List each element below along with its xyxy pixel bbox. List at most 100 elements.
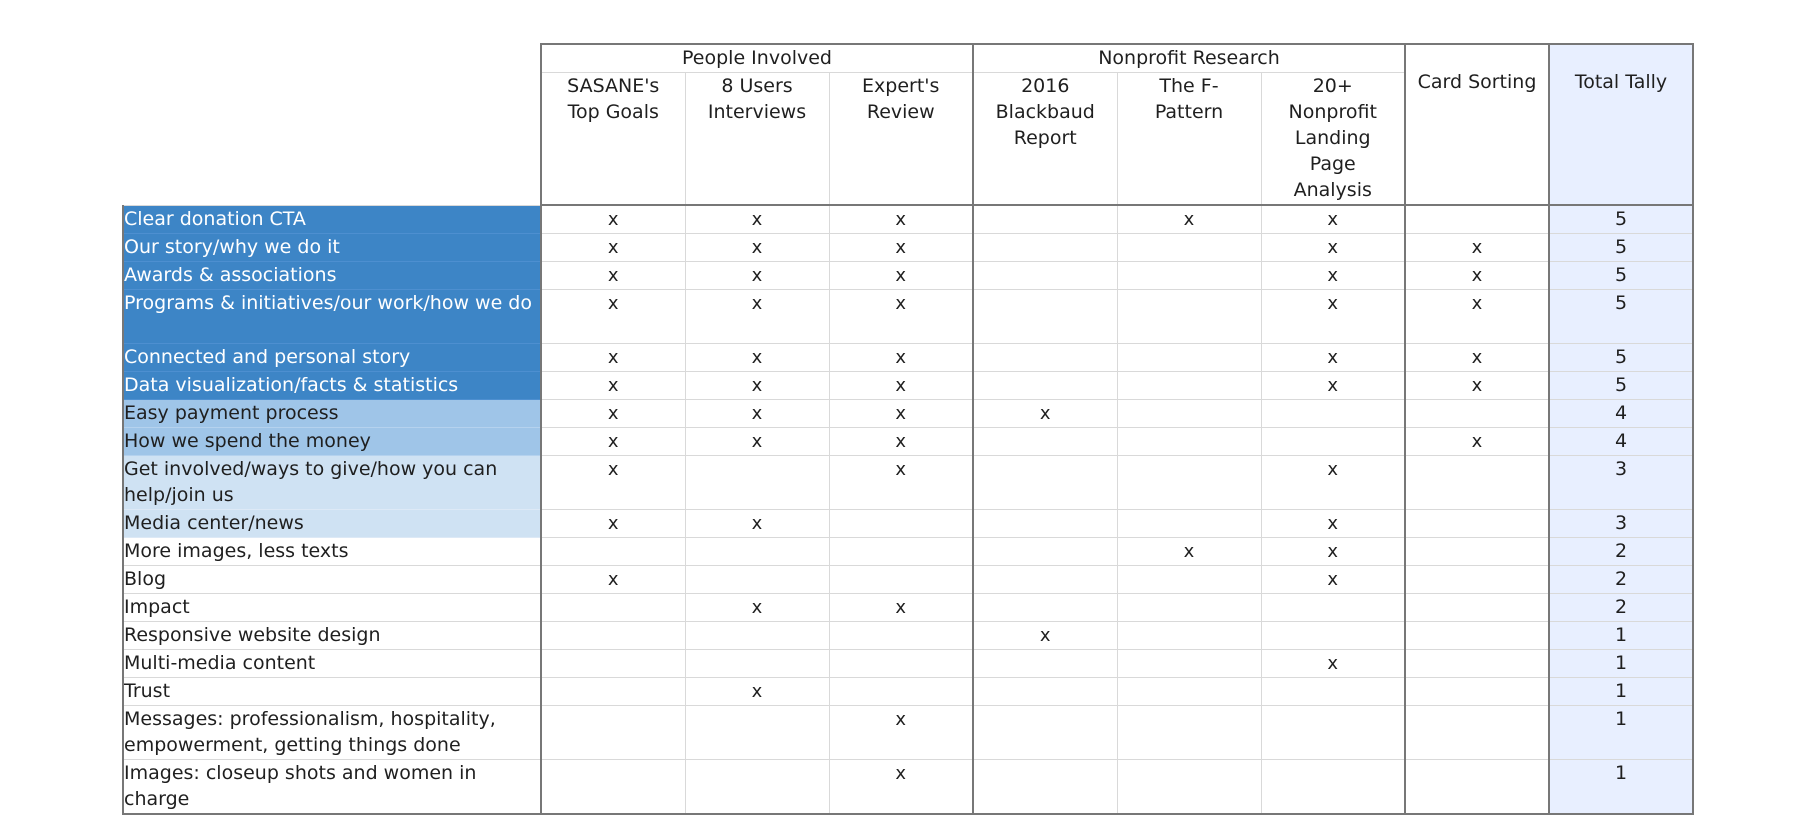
check-mark: x bbox=[751, 347, 763, 368]
mark-cell bbox=[972, 705, 1118, 760]
check-mark: x bbox=[1327, 569, 1339, 590]
column-header-card-sorting: Card Sorting bbox=[1404, 43, 1550, 206]
check-mark: x bbox=[895, 459, 907, 480]
row-label: Programs & initiatives/our work/how we d… bbox=[122, 289, 542, 344]
table-row: Multi-media content x 1 bbox=[122, 649, 1694, 678]
check-mark: x bbox=[607, 237, 619, 258]
mark-cell: x bbox=[684, 204, 830, 234]
mark-cell bbox=[684, 649, 830, 678]
row-label: Our story/why we do it bbox=[122, 233, 542, 262]
mark-cell bbox=[1260, 621, 1406, 650]
mark-cell bbox=[1260, 427, 1406, 456]
check-mark: x bbox=[1327, 237, 1339, 258]
mark-cell: x bbox=[1260, 289, 1406, 344]
table-row: Images: closeup shots and women in charg… bbox=[122, 759, 1694, 815]
mark-cell bbox=[828, 649, 974, 678]
check-mark: x bbox=[895, 209, 907, 230]
mark-cell: x bbox=[828, 759, 974, 815]
mark-cell: x bbox=[1404, 233, 1550, 262]
mark-cell: x bbox=[828, 289, 974, 344]
column-header-total-tally: Total Tally bbox=[1548, 43, 1694, 206]
check-mark: x bbox=[1471, 431, 1483, 452]
mark-cell bbox=[1116, 677, 1262, 706]
mark-cell bbox=[1116, 261, 1262, 290]
table-row: How we spend the money x x x x 4 bbox=[122, 427, 1694, 456]
check-mark: x bbox=[751, 209, 763, 230]
mark-cell bbox=[1404, 677, 1550, 706]
table-row: Data visualization/facts & statistics x x x… bbox=[122, 371, 1694, 400]
mark-cell: x bbox=[1260, 509, 1406, 538]
check-mark: x bbox=[1327, 513, 1339, 534]
mark-cell bbox=[828, 677, 974, 706]
mark-cell: x bbox=[1260, 233, 1406, 262]
row-label: Media center/news bbox=[122, 509, 542, 538]
check-mark: x bbox=[607, 265, 619, 286]
mark-cell bbox=[1260, 399, 1406, 428]
mark-cell: x bbox=[540, 343, 686, 372]
mark-cell bbox=[972, 261, 1118, 290]
column-header-experts-review: Expert's Review bbox=[828, 71, 974, 206]
check-mark: x bbox=[895, 237, 907, 258]
table-row: Blog x x 2 bbox=[122, 565, 1694, 594]
mark-cell: x bbox=[1404, 371, 1550, 400]
mark-cell bbox=[972, 509, 1118, 538]
mark-cell: x bbox=[1404, 343, 1550, 372]
mark-cell bbox=[1404, 759, 1550, 815]
mark-cell: x bbox=[1260, 343, 1406, 372]
mark-cell: x bbox=[540, 233, 686, 262]
column-header-landing-page-analysis: 20+ Nonprofit Landing Page Analysis bbox=[1260, 71, 1406, 206]
mark-cell bbox=[540, 759, 686, 815]
row-label: Responsive website design bbox=[122, 621, 542, 650]
mark-cell bbox=[540, 537, 686, 566]
check-mark: x bbox=[751, 375, 763, 396]
check-mark: x bbox=[751, 681, 763, 702]
mark-cell: x bbox=[684, 371, 830, 400]
mark-cell: x bbox=[1260, 455, 1406, 510]
check-mark: x bbox=[1327, 375, 1339, 396]
table-row: Awards & associations x x x x x 5 bbox=[122, 261, 1694, 290]
mark-cell: x bbox=[540, 261, 686, 290]
mark-cell bbox=[684, 455, 830, 510]
check-mark: x bbox=[1327, 265, 1339, 286]
total-tally-cell: 3 bbox=[1548, 455, 1694, 510]
mark-cell bbox=[684, 759, 830, 815]
table-row: Our story/why we do it x x x x x 5 bbox=[122, 233, 1694, 262]
group-header-people-involved: People Involved bbox=[540, 43, 974, 73]
row-label: Get involved/ways to give/how you can he… bbox=[122, 455, 542, 510]
check-mark: x bbox=[1327, 459, 1339, 480]
mark-cell: x bbox=[540, 289, 686, 344]
check-mark: x bbox=[1183, 209, 1195, 230]
mark-cell bbox=[972, 427, 1118, 456]
mark-cell: x bbox=[684, 677, 830, 706]
mark-cell: x bbox=[684, 593, 830, 622]
total-tally-cell: 2 bbox=[1548, 593, 1694, 622]
column-header-row: SASANE's Top Goals 8 Users Interviews Ex… bbox=[123, 71, 1693, 206]
mark-cell bbox=[1404, 593, 1550, 622]
mark-cell bbox=[828, 621, 974, 650]
check-mark: x bbox=[895, 265, 907, 286]
mark-cell bbox=[972, 343, 1118, 372]
group-header-row: People Involved Nonprofit Research Card … bbox=[123, 43, 1694, 206]
column-header-sasane-top-goals: SASANE's Top Goals bbox=[540, 71, 686, 206]
mark-cell: x bbox=[1116, 204, 1262, 234]
mark-cell: x bbox=[828, 343, 974, 372]
mark-cell bbox=[972, 204, 1118, 234]
mark-cell: x bbox=[828, 204, 974, 234]
check-mark: x bbox=[1183, 541, 1195, 562]
check-mark: x bbox=[895, 403, 907, 424]
check-mark: x bbox=[607, 209, 619, 230]
mark-cell: x bbox=[828, 233, 974, 262]
mark-cell: x bbox=[1260, 204, 1406, 234]
total-tally-cell: 5 bbox=[1548, 289, 1694, 344]
mark-cell bbox=[972, 455, 1118, 510]
column-header-blackbaud-report: 2016 Blackbaud Report bbox=[972, 71, 1118, 206]
mark-cell bbox=[1116, 649, 1262, 678]
check-mark: x bbox=[895, 431, 907, 452]
mark-cell bbox=[540, 649, 686, 678]
mark-cell bbox=[540, 705, 686, 760]
mark-cell bbox=[972, 649, 1118, 678]
column-header-user-interviews: 8 Users Interviews bbox=[684, 71, 830, 206]
check-mark: x bbox=[895, 597, 907, 618]
row-label: Clear donation CTA bbox=[122, 204, 542, 234]
row-label: Multi-media content bbox=[122, 649, 542, 678]
